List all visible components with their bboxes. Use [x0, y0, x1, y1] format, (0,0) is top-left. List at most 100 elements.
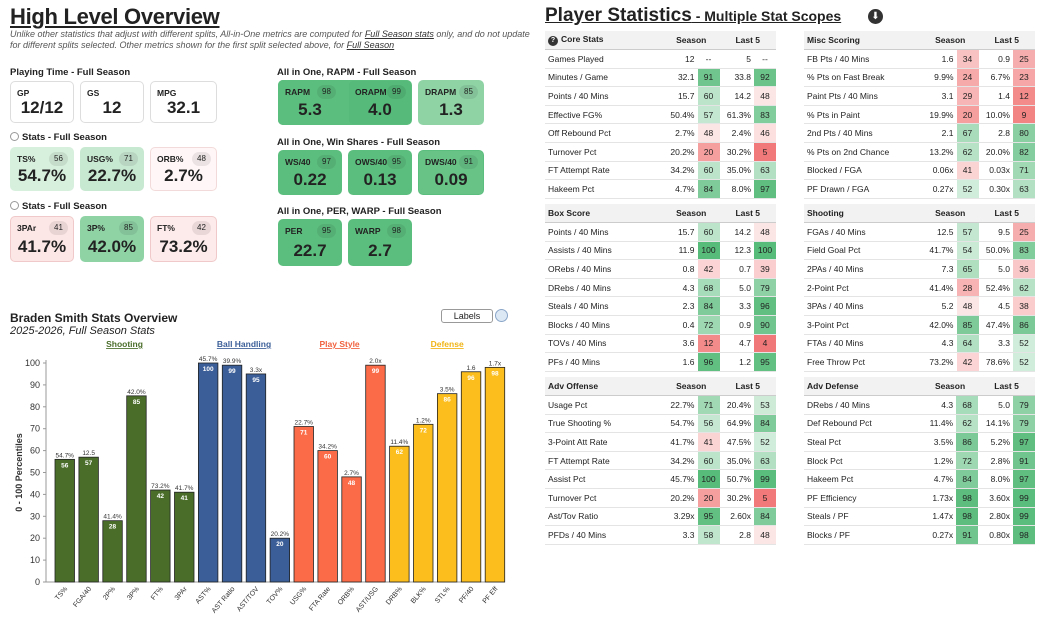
- season-value: 22.7%: [663, 395, 698, 415]
- stat-name: Blocks / PF: [804, 525, 922, 545]
- season-percentile: 34: [956, 49, 979, 69]
- season-percentile: 48: [956, 296, 979, 317]
- bar[interactable]: [341, 476, 362, 583]
- card-label: WARP: [355, 226, 381, 236]
- bar[interactable]: [413, 423, 434, 583]
- bar[interactable]: [484, 366, 506, 583]
- last5-value: 12.3: [719, 241, 754, 261]
- table-row: 2-Point Pct 41.4% 28 52.4% 62: [804, 278, 1035, 298]
- last5-percentile: 86: [1013, 315, 1035, 335]
- season-percentile: 56: [697, 414, 720, 434]
- season-value: 20.2%: [663, 488, 698, 508]
- last5-value: 0.30x: [978, 179, 1013, 199]
- last5-percentile: 97: [754, 179, 776, 199]
- season-value: 41.4%: [922, 278, 957, 298]
- bar-percentile-label: 60: [324, 454, 332, 461]
- bar[interactable]: [102, 520, 123, 583]
- season-value: 12: [663, 49, 698, 69]
- bar[interactable]: [269, 537, 291, 583]
- stat-name: Assists / 40 Mins: [545, 241, 663, 261]
- season-percentile: 60: [697, 86, 720, 106]
- last5-value: 20.4%: [719, 395, 754, 415]
- bar[interactable]: [221, 364, 243, 583]
- table-row: Points / 40 Mins 15.7 60 14.2 48: [545, 86, 776, 106]
- season-percentile: 24: [956, 68, 979, 88]
- x-tick-label: AST Ratio: [211, 586, 237, 615]
- card-label: RAPM: [285, 87, 311, 97]
- bar[interactable]: [54, 458, 75, 583]
- season-percentile: 84: [697, 296, 720, 317]
- table-row: TOVs / 40 Mins 3.6 12 4.7 4: [545, 334, 776, 354]
- season-value: 15.7: [663, 222, 698, 242]
- bar-value-label: 45.7%: [199, 356, 218, 363]
- card-value: 22.7: [293, 241, 327, 260]
- bar[interactable]: [174, 491, 195, 583]
- bar-percentile-label: 99: [228, 368, 236, 375]
- bar-value-label: 12.5: [82, 450, 95, 457]
- bar[interactable]: [389, 445, 410, 583]
- last5-percentile: 12: [1013, 86, 1035, 106]
- card-label: GP: [17, 88, 30, 98]
- table-row: Blocks / PF 0.27x 91 0.80x 98: [804, 525, 1035, 545]
- bar[interactable]: [293, 426, 314, 583]
- stat-name: True Shooting %: [545, 414, 663, 434]
- last5-value: 50.7%: [719, 469, 754, 490]
- table-row: Hakeem Pct 4.7% 84 8.0% 97: [545, 179, 776, 199]
- info-icon[interactable]: ?: [548, 36, 558, 47]
- stat-name: Points / 40 Mins: [545, 86, 663, 106]
- last5-value: 5: [719, 49, 754, 69]
- bar-percentile-label: 28: [109, 524, 117, 531]
- stat-name: 2-Point Pct: [804, 278, 922, 298]
- last5-value: 0.80x: [978, 525, 1013, 545]
- note-link-full-season-stats[interactable]: Full Season stats: [364, 29, 434, 39]
- labels-toggle-button[interactable]: Labels: [441, 309, 493, 323]
- percentile-badge: 99: [387, 85, 406, 99]
- percentile-badge: 95: [387, 155, 406, 169]
- season-value: 0.27x: [922, 525, 957, 545]
- percentile-badge: 85: [119, 221, 138, 235]
- bar[interactable]: [78, 456, 99, 583]
- season-percentile: 98: [956, 507, 979, 527]
- card-label: ORAPM: [355, 87, 387, 97]
- last5-value: 52.4%: [978, 278, 1013, 298]
- season-value: 4.3: [663, 278, 698, 298]
- bar-value-label: 34.2%: [318, 444, 337, 451]
- card-value: 22.7%: [87, 166, 137, 185]
- x-tick-label: FT%: [150, 586, 165, 602]
- note-link-full-season[interactable]: Full Season: [346, 40, 395, 50]
- card-label: 3P%: [87, 223, 105, 233]
- bar[interactable]: [245, 373, 267, 583]
- last5-value: 3.60x: [978, 488, 1013, 508]
- season-value: 5.2: [922, 296, 957, 317]
- bar[interactable]: [436, 393, 458, 583]
- stats2-radio[interactable]: [10, 201, 19, 210]
- bar[interactable]: [197, 362, 219, 583]
- last5-percentile: 91: [1013, 451, 1035, 471]
- season-value: 0.06x: [922, 161, 957, 181]
- x-tick-label: PF/40: [458, 586, 475, 605]
- bar[interactable]: [365, 364, 386, 583]
- x-tick-label: PF Eff: [482, 586, 500, 605]
- table-row: PF Efficiency 1.73x 98 3.60x 99: [804, 488, 1035, 508]
- table-title: Box Score: [545, 204, 663, 224]
- bar[interactable]: [150, 489, 171, 583]
- season-percentile: 60: [697, 451, 720, 471]
- col-last5: Last 5: [978, 31, 1035, 51]
- stat-name: Hakeem Pct: [545, 179, 663, 199]
- labels-toggle-switch[interactable]: [495, 309, 508, 322]
- percentile-badge: 56: [49, 152, 68, 166]
- season-percentile: 54: [956, 241, 979, 261]
- player-stats-subtitle: - Multiple Stat Scopes: [691, 8, 842, 24]
- table-title: ? Core Stats: [545, 31, 663, 51]
- table-row: Hakeem Pct 4.7% 84 8.0% 97: [804, 469, 1035, 490]
- season-percentile: 60: [697, 222, 720, 242]
- stat-name: Steals / PF: [804, 507, 922, 527]
- bar-value-label: 2.0x: [369, 358, 382, 365]
- download-icon[interactable]: ⬇: [868, 9, 883, 24]
- x-tick-label: 2P%: [102, 586, 117, 602]
- bar[interactable]: [460, 371, 482, 583]
- bar[interactable]: [317, 450, 338, 583]
- last5-value: 2.8: [719, 525, 754, 545]
- stats1-radio[interactable]: [10, 132, 19, 141]
- bar[interactable]: [126, 395, 147, 583]
